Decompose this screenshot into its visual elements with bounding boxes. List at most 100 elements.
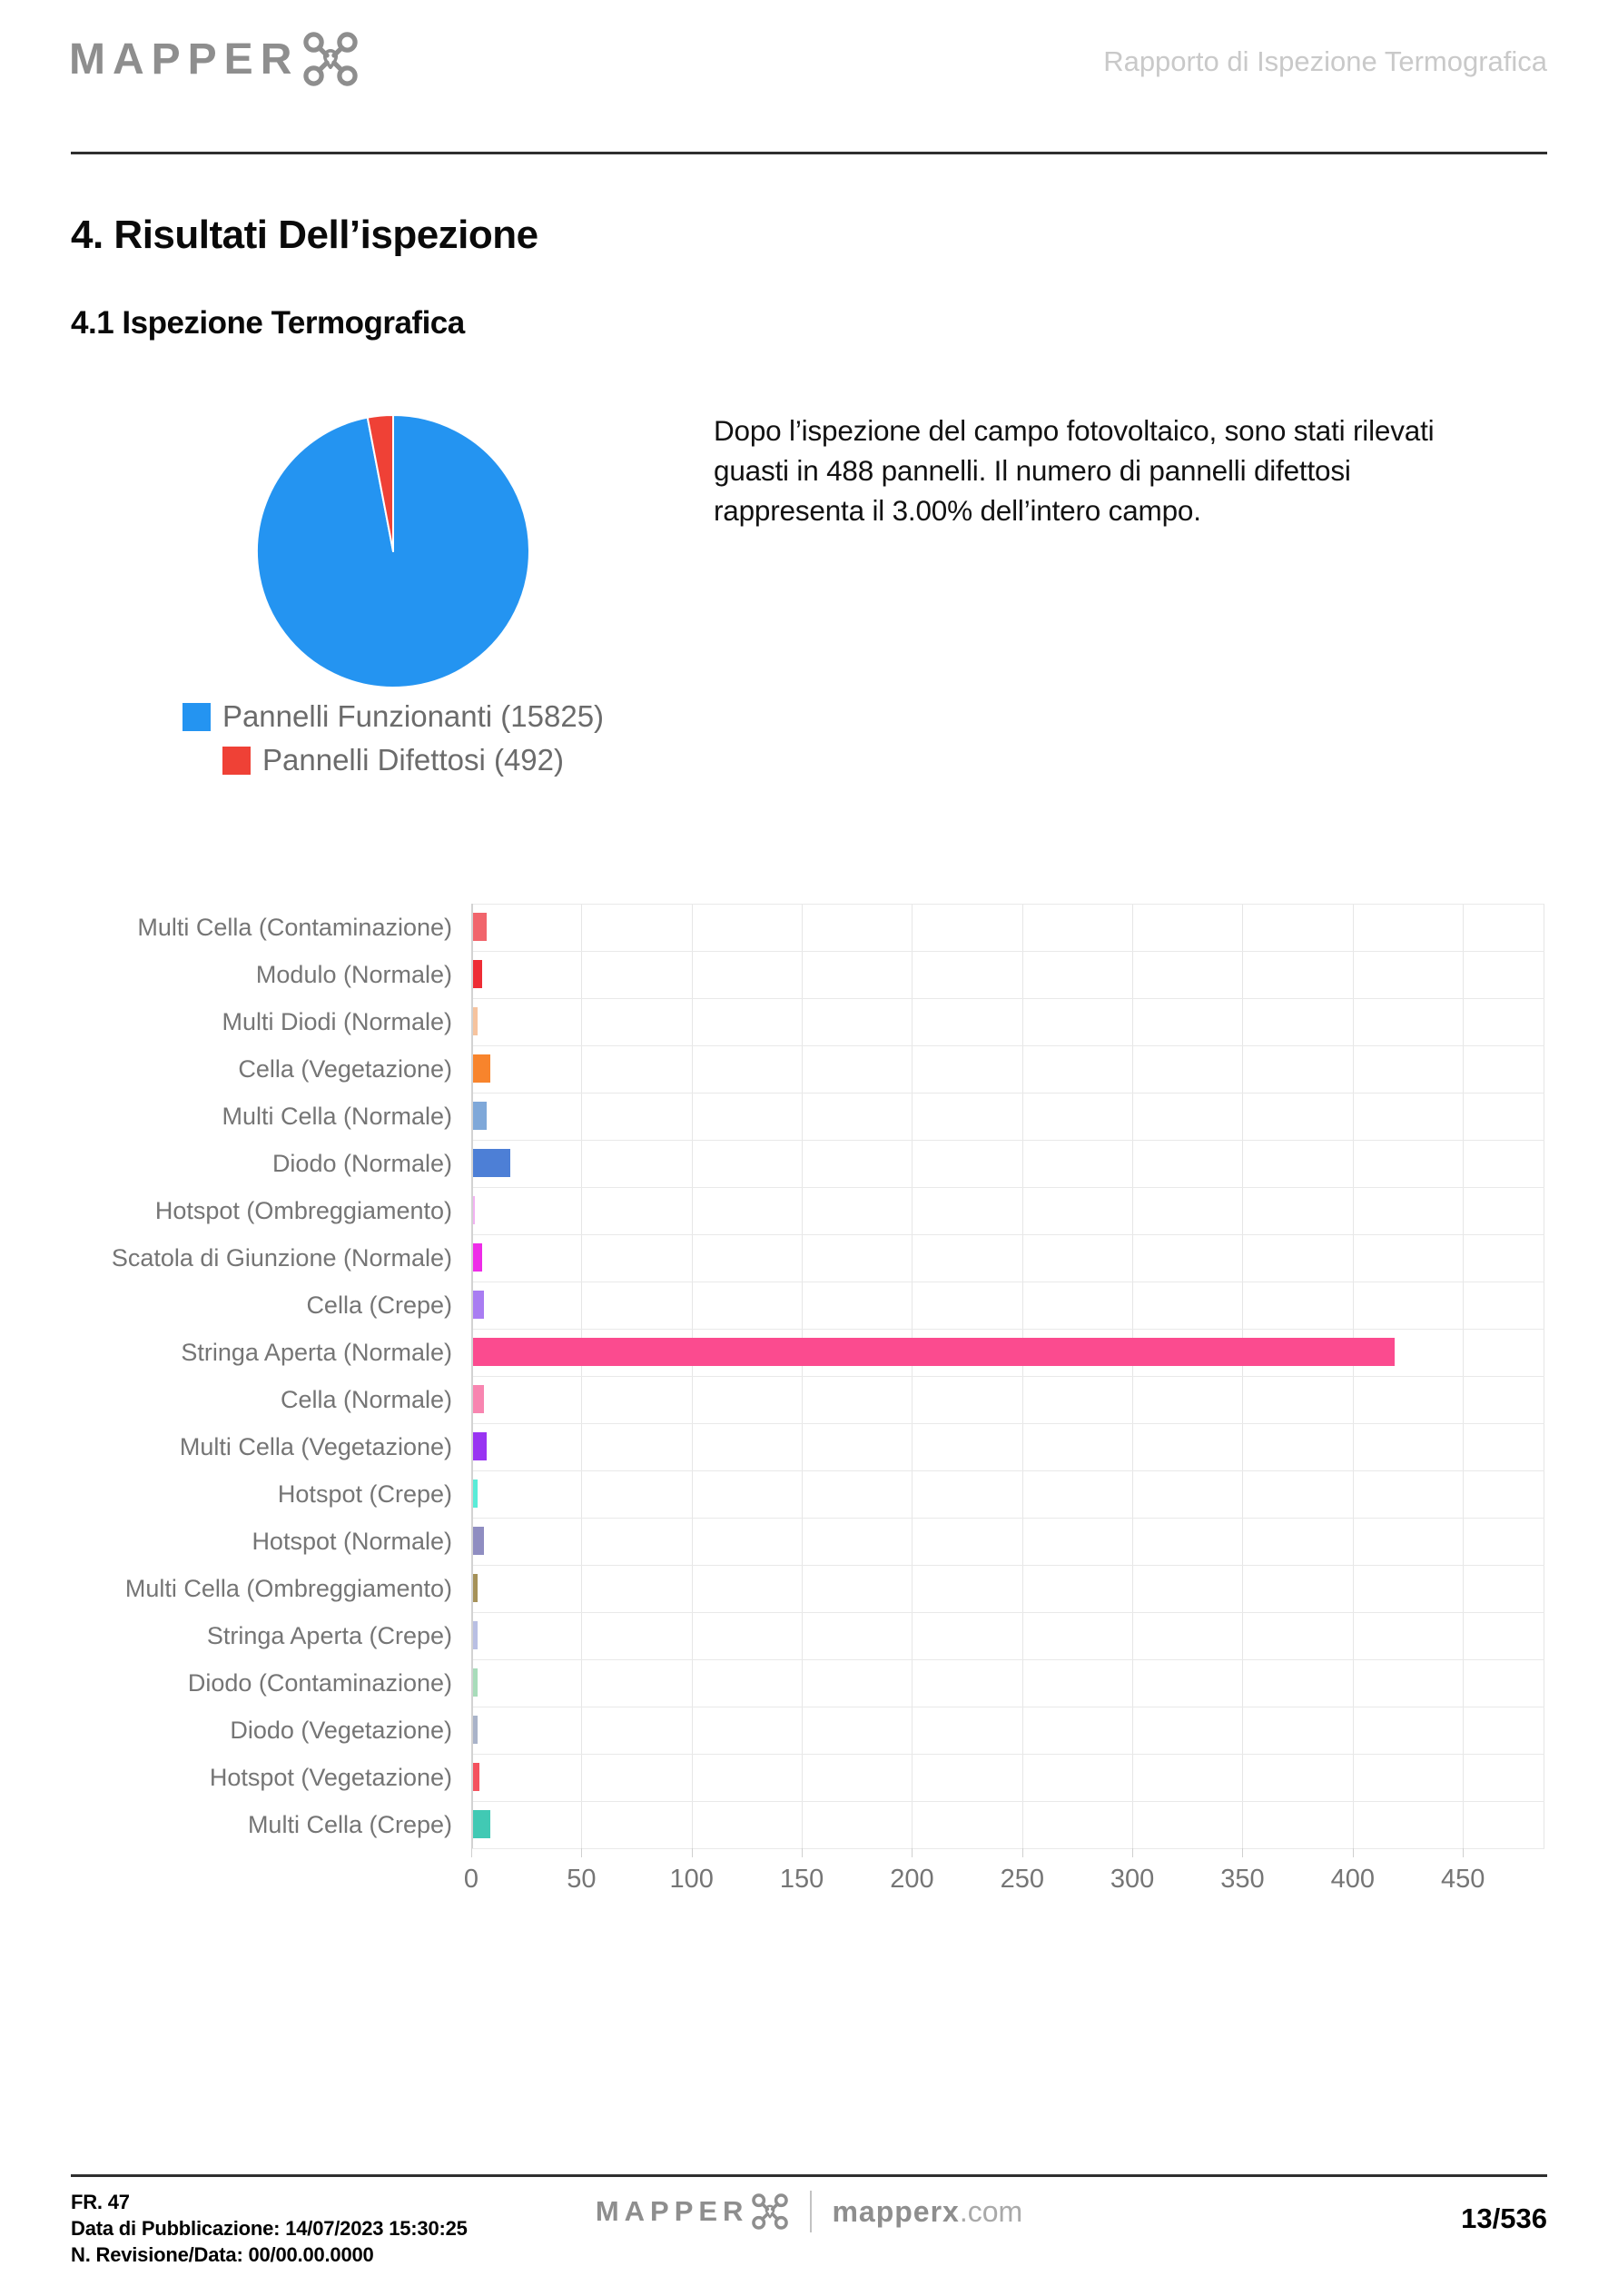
bar-category-label: Multi Cella (Vegetazione) <box>179 1433 452 1460</box>
x-tick-label: 250 <box>1000 1865 1044 1894</box>
legend-label: Pannelli Difettosi (492) <box>262 743 564 777</box>
footer-divider <box>71 2174 1547 2177</box>
row-gridline <box>471 951 1544 952</box>
footer-logo-divider <box>810 2191 813 2232</box>
pie-slice <box>256 414 530 688</box>
bar-chart: 0 50 100 150 200 250 300 350 400 450 Multi Cella (… <box>71 904 1544 1903</box>
legend-label: Pannelli Funzionanti (15825) <box>222 699 605 733</box>
x-tick-label: 450 <box>1440 1865 1485 1894</box>
bar <box>473 1574 478 1602</box>
footer-ref: FR. 47 <box>71 2191 130 2213</box>
bar-category-label: Multi Cella (Contaminazione) <box>137 914 452 941</box>
row-gridline <box>471 1423 1544 1424</box>
bar-plot <box>471 904 1544 1849</box>
bar-category-label: Modulo (Normale) <box>255 961 452 988</box>
row-gridline <box>471 1329 1544 1330</box>
row-gridline <box>471 1470 1544 1471</box>
bar <box>473 913 487 941</box>
drone-icon <box>750 2192 790 2232</box>
x-tick <box>691 1848 693 1857</box>
page-number: 13/536 <box>1461 2202 1547 2234</box>
bar-category-label: Hotspot (Ombreggiamento) <box>154 1197 452 1224</box>
row-gridline <box>471 1801 1544 1802</box>
x-tick-label: 0 <box>463 1865 479 1894</box>
row-gridline <box>471 1093 1544 1094</box>
pie-slice <box>366 413 394 552</box>
row-gridline <box>471 1187 1544 1188</box>
footer-info: FR. 47 Data di Pubblicazione: 14/07/2023… <box>71 2189 468 2268</box>
bar <box>473 1763 480 1791</box>
row-gridline <box>471 1659 1544 1660</box>
x-tick <box>1352 1848 1354 1857</box>
footer-revision: N. Revisione/Data: 00/00.00.0000 <box>71 2243 374 2266</box>
bar-category-label: Stringa Aperta (Normale) <box>181 1339 452 1366</box>
row-gridline <box>471 1140 1544 1141</box>
summary-paragraph: Dopo l’ispezione del campo fotovoltaico,… <box>714 414 1435 527</box>
pie-chart <box>252 410 535 693</box>
y-axis-line <box>471 904 473 1848</box>
document-title: Rapporto di Ispezione Termografica <box>1103 45 1547 77</box>
x-tick-label: 50 <box>567 1865 597 1894</box>
bar <box>473 1527 485 1555</box>
bar <box>473 1480 478 1508</box>
drone-icon <box>301 29 360 89</box>
brand-text: MAPPER <box>69 35 300 84</box>
bar-category-label: Multi Cella (Ombreggiamento) <box>124 1575 452 1602</box>
row-gridline <box>471 1376 1544 1377</box>
x-tick <box>1242 1848 1244 1857</box>
bar <box>473 1716 478 1744</box>
legend-item: Pannelli Funzionanti (15825) <box>89 698 697 736</box>
x-tick-label: 150 <box>779 1865 824 1894</box>
bar <box>473 1102 487 1130</box>
row-gridline <box>471 1754 1544 1755</box>
bar <box>473 1385 485 1413</box>
section-heading: 4. Risultati Dell’ispezione <box>71 213 538 257</box>
legend-item: Pannelli Difettosi (492) <box>89 741 697 779</box>
footer-site-name: mapperx <box>832 2194 960 2228</box>
bar-category-label: Multi Cella (Normale) <box>222 1103 452 1130</box>
bar <box>473 1621 478 1649</box>
row-gridline <box>471 1234 1544 1235</box>
row-gridline <box>471 1518 1544 1519</box>
x-tick <box>802 1848 804 1857</box>
mapperx-logo: MAPPER <box>69 29 360 89</box>
bar-category-label: Cella (Crepe) <box>306 1292 452 1319</box>
bar-category-label: Multi Cella (Crepe) <box>247 1811 452 1838</box>
legend-swatch <box>222 746 251 775</box>
bar <box>473 1243 482 1272</box>
bar <box>473 1149 511 1177</box>
bar-category-label: Multi Diodi (Normale) <box>222 1008 452 1035</box>
row-gridline <box>471 1565 1544 1566</box>
footer-published: Data di Pubblicazione: 14/07/2023 15:30:… <box>71 2217 468 2240</box>
header-divider <box>71 152 1547 154</box>
bar <box>473 1196 476 1224</box>
footer-site-tld: .com <box>959 2194 1023 2228</box>
footer-logo: MAPPER mapperx .com <box>0 2191 1618 2232</box>
row-gridline <box>471 1612 1544 1613</box>
row-gridline <box>471 1848 1544 1849</box>
bar-category-label: Diodo (Contaminazione) <box>187 1669 452 1697</box>
pie-legend: Pannelli Funzionanti (15825) Pannelli Dif… <box>89 698 697 779</box>
x-tick-label: 200 <box>890 1865 934 1894</box>
bar <box>473 960 482 988</box>
bar <box>473 1054 491 1083</box>
bar-category-label: Hotspot (Vegetazione) <box>209 1764 452 1791</box>
bar <box>473 1668 478 1697</box>
bar-category-label: Diodo (Vegetazione) <box>230 1717 452 1744</box>
bar <box>473 1338 1395 1366</box>
row-gridline <box>471 1045 1544 1046</box>
bar <box>473 1432 487 1460</box>
subsection-heading: 4.1 Ispezione Termografica <box>71 305 465 341</box>
bar-category-label: Scatola di Giunzione (Normale) <box>111 1244 452 1272</box>
bar-category-label: Hotspot (Crepe) <box>277 1480 452 1508</box>
bar-category-label: Cella (Normale) <box>280 1386 452 1413</box>
x-tick-label: 350 <box>1220 1865 1265 1894</box>
x-tick-label: 400 <box>1330 1865 1376 1894</box>
bar-category-label: Diodo (Normale) <box>271 1150 452 1177</box>
bar <box>473 1810 491 1838</box>
bar-category-label: Hotspot (Normale) <box>252 1528 452 1555</box>
x-tick-label: 100 <box>669 1865 714 1894</box>
footer-brand-text: MAPPER <box>595 2195 749 2227</box>
x-tick <box>581 1848 583 1857</box>
x-tick <box>1463 1848 1465 1857</box>
